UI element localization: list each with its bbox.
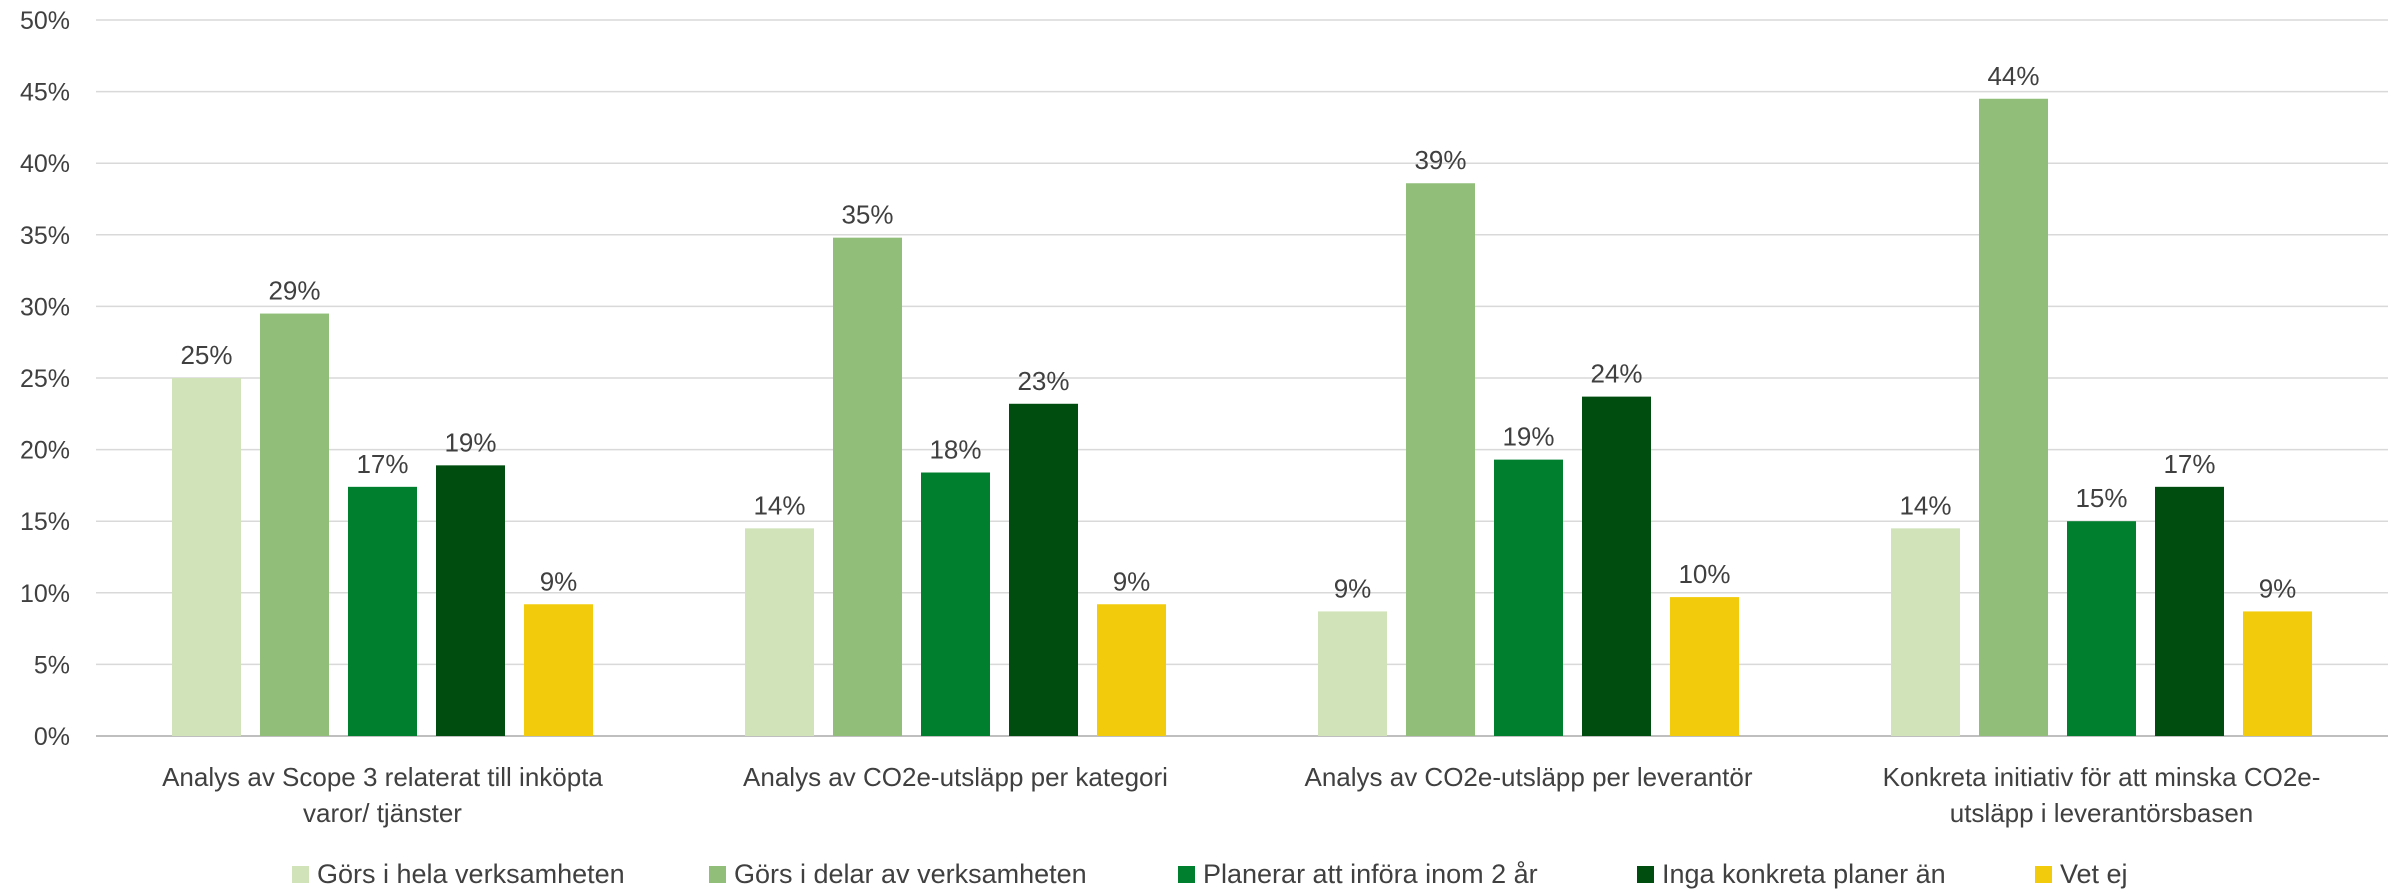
legend-label: Inga konkreta planer än (1662, 859, 1946, 889)
legend-swatch (2035, 866, 2052, 883)
legend-label: Görs i hela verksamheten (317, 859, 625, 889)
bars (172, 98, 2312, 737)
bar (348, 486, 417, 736)
x-tick-label: utsläpp i leverantörsbasen (1950, 798, 2254, 828)
data-label: 9% (1113, 566, 1151, 596)
y-tick-label: 20% (20, 437, 70, 465)
data-label: 17% (2163, 449, 2215, 479)
data-label: 44% (1987, 61, 2039, 91)
x-tick-label: varor/ tjänster (303, 798, 462, 828)
bar (1406, 183, 1475, 737)
y-tick-label: 50% (20, 7, 70, 35)
bar (1582, 396, 1651, 736)
data-label: 18% (929, 435, 981, 465)
legend-swatch (292, 866, 309, 883)
legend-label: Vet ej (2060, 859, 2128, 889)
legend-label: Görs i delar av verksamheten (734, 859, 1087, 889)
bar (745, 528, 814, 736)
y-tick-label: 35% (20, 222, 70, 250)
bar (1009, 403, 1078, 736)
legend-swatch (709, 866, 726, 883)
y-axis: 0% 5% 10% 15% 20% 25% 30% 35% 40% 45% 50% (20, 7, 70, 751)
x-axis: Analys av Scope 3 relaterat till inköpta… (162, 762, 2320, 828)
legend-swatch (1178, 866, 1195, 883)
bar (260, 313, 329, 736)
data-label: 9% (540, 566, 578, 596)
y-tick-label: 30% (20, 293, 70, 321)
bar (2243, 611, 2312, 736)
x-tick-label: Analys av CO2e-utsläpp per leverantör (1304, 762, 1752, 792)
legend-swatch (1637, 866, 1654, 883)
x-tick-label: Konkreta initiativ för att minska CO2e- (1883, 762, 2321, 792)
bar (2067, 521, 2136, 736)
bar (1891, 528, 1960, 736)
bar (1670, 597, 1739, 736)
data-label: 14% (753, 490, 805, 520)
x-tick-label: Analys av CO2e-utsläpp per kategori (743, 762, 1168, 792)
data-label: 14% (1899, 490, 1951, 520)
bar (921, 472, 990, 736)
y-tick-label: 5% (34, 651, 70, 679)
data-label: 9% (1334, 573, 1372, 603)
data-label: 35% (841, 200, 893, 230)
bar (524, 604, 593, 736)
bar (1494, 459, 1563, 736)
data-label: 10% (1678, 559, 1730, 589)
bar (2155, 486, 2224, 736)
y-tick-label: 0% (34, 723, 70, 751)
y-tick-label: 15% (20, 508, 70, 536)
data-label: 15% (2075, 483, 2127, 513)
data-label: 24% (1590, 359, 1642, 389)
y-tick-label: 25% (20, 365, 70, 393)
data-labels: 25% 29% 17% 19% 9% 14% 35% 18% 23% 9% 9% 39% 19% 24% 1… (180, 61, 2296, 604)
data-label: 19% (1502, 422, 1554, 452)
bar (1318, 611, 1387, 736)
data-label: 19% (444, 427, 496, 457)
legend-label: Planerar att införa inom 2 år (1203, 859, 1538, 889)
legend: Görs i hela verksamheten Görs i delar av … (292, 859, 2128, 889)
data-label: 29% (268, 276, 320, 306)
bar (1979, 98, 2048, 736)
bar (1097, 604, 1166, 736)
x-tick-label: Analys av Scope 3 relaterat till inköpta (162, 762, 603, 792)
y-tick-label: 40% (20, 150, 70, 178)
y-tick-label: 10% (20, 580, 70, 608)
bar (833, 237, 902, 736)
data-label: 17% (356, 449, 408, 479)
bar (172, 378, 241, 736)
data-label: 9% (2259, 573, 2297, 603)
data-label: 25% (180, 340, 232, 370)
data-label: 23% (1017, 366, 1069, 396)
bar (436, 465, 505, 736)
y-tick-label: 45% (20, 79, 70, 107)
data-label: 39% (1414, 145, 1466, 175)
